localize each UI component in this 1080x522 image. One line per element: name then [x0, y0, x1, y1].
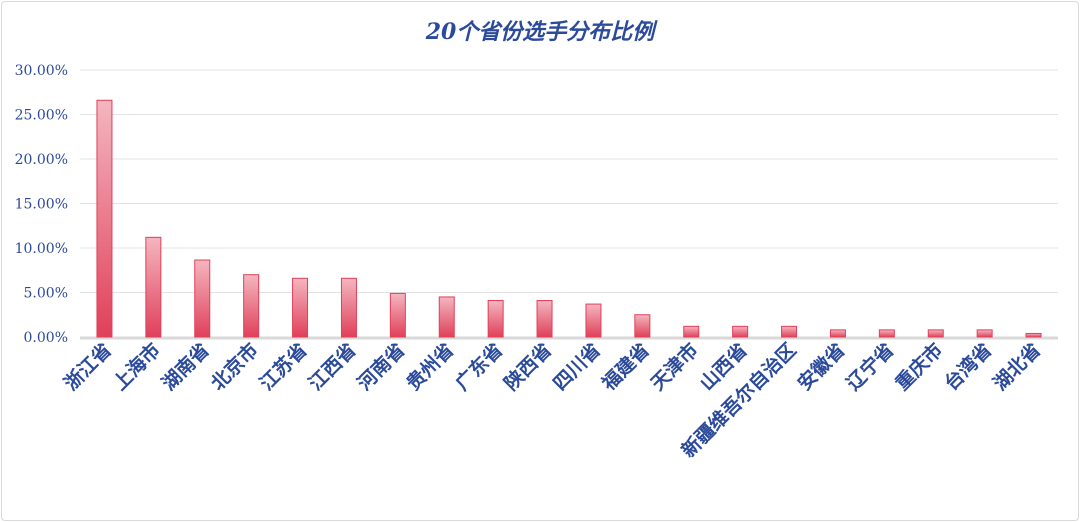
bar — [732, 325, 749, 338]
x-tick-label: 湖南省 — [158, 339, 214, 395]
chart-title: 20个省份选手分布比例 — [425, 19, 655, 45]
bar — [829, 329, 846, 338]
bar — [781, 325, 798, 338]
x-tick-label: 湖北省 — [989, 339, 1045, 395]
x-tick-label: 浙江省 — [59, 338, 116, 395]
x-tick-label: 福建省 — [597, 338, 654, 395]
bar — [536, 300, 553, 338]
bar — [292, 277, 309, 338]
x-tick-label: 重庆市 — [891, 338, 948, 395]
bar — [145, 236, 162, 338]
y-tick-label: 0.00% — [24, 330, 68, 346]
x-tick-label: 陕西省 — [500, 338, 557, 395]
x-tick-label: 江西省 — [305, 339, 361, 395]
x-tick-label: 上海市 — [108, 338, 165, 395]
y-tick-label: 30.00% — [15, 63, 68, 79]
x-tick-label: 辽宁省 — [842, 338, 899, 395]
x-tick-label: 贵州省 — [402, 339, 458, 395]
y-tick-label: 5.00% — [24, 286, 68, 302]
bar — [585, 303, 602, 338]
bar — [976, 329, 993, 338]
x-tick-label: 广东省 — [451, 338, 508, 395]
x-tick-label: 安徽省 — [793, 338, 850, 395]
bar — [438, 296, 455, 338]
x-tick-label: 台湾省 — [940, 338, 997, 395]
x-tick-label: 四川省 — [549, 339, 605, 395]
bar — [389, 292, 406, 338]
bar — [194, 259, 211, 338]
bar — [878, 329, 895, 338]
bar — [340, 277, 357, 338]
x-tick-label: 北京市 — [206, 338, 263, 395]
bar — [1025, 332, 1042, 338]
x-tick-label: 天津市 — [646, 338, 703, 395]
x-tick-label: 江苏省 — [255, 338, 312, 395]
y-tick-label: 15.00% — [15, 197, 68, 213]
x-tick-label: 河南省 — [354, 339, 410, 395]
bar — [683, 325, 700, 338]
y-tick-label: 10.00% — [15, 241, 68, 257]
y-tick-label: 20.00% — [15, 152, 68, 168]
bar — [243, 274, 260, 338]
bar — [634, 314, 651, 338]
bar — [487, 300, 504, 338]
y-tick-label: 25.00% — [15, 108, 68, 124]
bar — [927, 329, 944, 338]
bar — [96, 99, 113, 338]
